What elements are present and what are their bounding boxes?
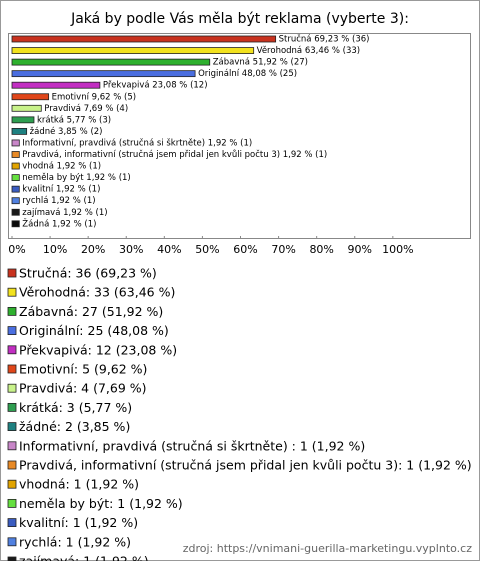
x-tick-label: 40%: [157, 243, 181, 256]
legend-swatch: [7, 402, 17, 412]
legend-label: Originální: 25 (48,08 %): [19, 323, 169, 338]
bar: [11, 70, 196, 78]
legend-label: neměla by být: 1 (1,92 %): [19, 496, 183, 511]
x-tick-label: 60%: [233, 243, 257, 256]
legend-label: vhodná: 1 (1,92 %): [19, 477, 139, 492]
bar: [11, 151, 20, 158]
x-tick-label: 30%: [119, 243, 143, 256]
legend-label: Překvapivá: 12 (23,08 %): [19, 342, 177, 357]
legend-swatch: [7, 498, 17, 508]
legend-swatch: [7, 537, 17, 547]
legend-swatch: [7, 383, 17, 393]
x-tick-label: 80%: [309, 243, 333, 256]
bar: [11, 104, 42, 112]
bar-label: neměla by být 1,92 % (1): [22, 173, 130, 183]
bar: [11, 139, 20, 147]
legend-swatch: [7, 326, 17, 336]
bar: [11, 81, 101, 89]
legend-label: žádné: 2 (3,85 %): [19, 419, 130, 434]
legend-label: Informativní, pravdivá (stručná si škrtn…: [19, 438, 365, 453]
bar-label: Žádná 1,92 % (1): [22, 217, 96, 229]
legend-swatch: [7, 441, 17, 451]
legend-swatch: [7, 518, 17, 527]
bar: [11, 58, 211, 66]
bar-label: Stručná 69,23 % (36): [279, 34, 370, 45]
bar: [11, 174, 20, 182]
legend-swatch: [7, 556, 17, 561]
x-tick-label: 0%: [8, 243, 25, 256]
legend-label: rychlá: 1 (1,92 %): [19, 534, 131, 549]
legend-label: Stručná: 36 (69,23 %): [19, 266, 157, 281]
legend-swatch: [7, 268, 17, 278]
legend-label: zajímavá: 1 (1,92 %): [19, 554, 149, 561]
chart-title: Jaká by podle Vás měla být reklama (vybe…: [70, 11, 409, 27]
legend-label: Věrohodná: 33 (63,46 %): [19, 285, 175, 300]
x-tick-label: 90%: [348, 243, 372, 256]
bar-label: Emotivní 9,62 % (5): [52, 92, 136, 102]
bar: [11, 220, 20, 228]
x-tick-label: 20%: [81, 243, 105, 256]
bar-label: zajímavá 1,92 % (1): [22, 208, 107, 218]
legend-label: Emotivní: 5 (9,62 %): [19, 362, 147, 377]
x-tick-label: 10%: [43, 243, 67, 256]
legend-label: Pravdivá: 4 (7,69 %): [19, 381, 147, 396]
legend-swatch: [7, 345, 17, 355]
bar-label: rychlá 1,92 % (1): [22, 196, 95, 206]
legend-swatch: [7, 364, 17, 374]
legend-swatch: [7, 306, 17, 316]
plot-area: [8, 33, 471, 239]
x-tick-label: 70%: [271, 243, 295, 256]
bar: [11, 162, 20, 170]
bar: [11, 47, 255, 54]
bar: [11, 197, 20, 205]
legend-swatch: [7, 422, 17, 432]
bar-label: Pravdivá, informativní (stručná jsem při…: [22, 149, 327, 160]
bar: [11, 116, 35, 124]
legend-swatch: [7, 479, 17, 489]
bar-label: žádné 3,85 % (2): [30, 126, 103, 137]
bar-label: Informativní, pravdivá (stručná si škrtn…: [22, 137, 252, 148]
legend-label: Pravdivá, informativní (stručná jsem při…: [19, 458, 472, 473]
legend-label: krátká: 3 (5,77 %): [19, 400, 132, 415]
bar: [11, 93, 50, 101]
bar-label: Věrohodná 63,46 % (33): [257, 46, 360, 56]
legend-swatch: [7, 460, 17, 470]
source: zdroj: https://vnimani-guerilla-marketin…: [183, 542, 473, 555]
bar: [11, 185, 20, 193]
bar: [11, 35, 277, 43]
legend-label: kvalitní: 1 (1,92 %): [19, 515, 138, 530]
legend-swatch: [7, 287, 17, 297]
bar: [11, 127, 28, 135]
bar: [11, 208, 20, 216]
x-tick-label: 50%: [195, 243, 219, 256]
bar-label: Originální 48,08 % (25): [198, 69, 297, 79]
bar-label: kvalitní 1,92 % (1): [22, 185, 100, 195]
bar-label: Překvapivá 23,08 % (12): [103, 81, 208, 91]
bar-label: Pravdivá 7,69 % (4): [44, 104, 128, 114]
bar-label: vhodná 1,92 % (1): [22, 162, 101, 172]
bar-label: krátká 5,77 % (3): [37, 115, 111, 125]
x-tick-label: 100%: [382, 243, 413, 256]
legend-label: Zábavná: 27 (51,92 %): [19, 304, 163, 319]
bar-label: Zábavná 51,92 % (27): [213, 58, 308, 68]
